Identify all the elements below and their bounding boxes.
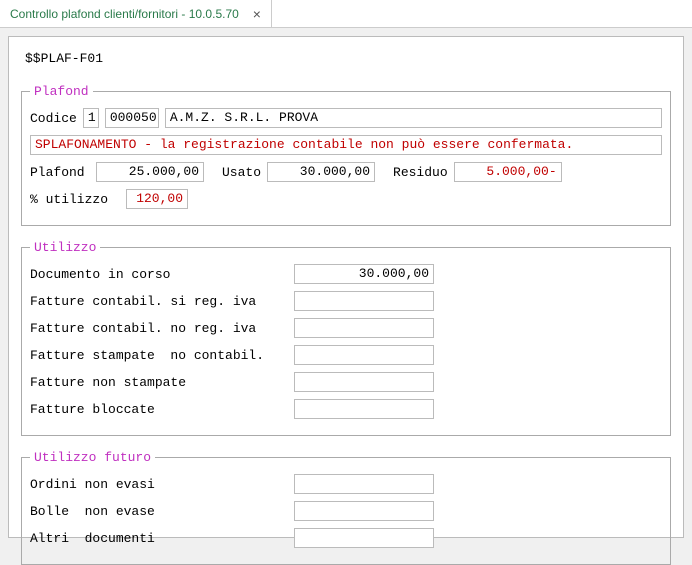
utilizzo-label: Fatture stampate no contabil. <box>30 348 288 363</box>
futuro-value[interactable] <box>294 474 434 494</box>
futuro-group: Utilizzo futuro Ordini non evasi Bolle no… <box>21 450 671 565</box>
codice-label: Codice <box>30 111 77 126</box>
warning-field: SPLAFONAMENTO - la registrazione contabi… <box>30 135 662 155</box>
utilizzo-label: Fatture contabil. no reg. iva <box>30 321 288 336</box>
cliente-nome-field[interactable]: A.M.Z. S.R.L. PROVA <box>165 108 662 128</box>
pct-label: % utilizzo <box>30 192 120 207</box>
utilizzo-label: Documento in corso <box>30 267 288 282</box>
residuo-value[interactable]: 5.000,00- <box>454 162 562 182</box>
utilizzo-row: Fatture contabil. si reg. iva <box>30 290 662 312</box>
usato-label: Usato <box>222 165 261 180</box>
utilizzo-legend: Utilizzo <box>30 240 100 255</box>
usato-value[interactable]: 30.000,00 <box>267 162 375 182</box>
utilizzo-value[interactable] <box>294 399 434 419</box>
plafond-group: Plafond Codice 1 000050 A.M.Z. S.R.L. PR… <box>21 84 671 226</box>
close-icon[interactable]: × <box>253 6 261 22</box>
futuro-label: Altri documenti <box>30 531 288 546</box>
utilizzo-row: Fatture bloccate <box>30 398 662 420</box>
form-id: $$PLAF-F01 <box>25 51 671 66</box>
utilizzo-value[interactable] <box>294 372 434 392</box>
tab-bar: Controllo plafond clienti/fornitori - 10… <box>0 0 692 28</box>
page: $$PLAF-F01 Plafond Codice 1 000050 A.M.Z… <box>0 28 692 546</box>
panel: $$PLAF-F01 Plafond Codice 1 000050 A.M.Z… <box>8 36 684 538</box>
tab-active[interactable]: Controllo plafond clienti/fornitori - 10… <box>0 0 272 27</box>
futuro-row: Bolle non evase <box>30 500 662 522</box>
utilizzo-row: Documento in corso 30.000,00 <box>30 263 662 285</box>
utilizzo-label: Fatture bloccate <box>30 402 288 417</box>
utilizzo-row: Fatture stampate no contabil. <box>30 344 662 366</box>
utilizzo-label: Fatture contabil. si reg. iva <box>30 294 288 309</box>
codice2-field[interactable]: 000050 <box>105 108 159 128</box>
plafond-label: Plafond <box>30 165 90 180</box>
utilizzo-value[interactable]: 30.000,00 <box>294 264 434 284</box>
futuro-value[interactable] <box>294 528 434 548</box>
utilizzo-row: Fatture non stampate <box>30 371 662 393</box>
futuro-row: Ordini non evasi <box>30 473 662 495</box>
utilizzo-label: Fatture non stampate <box>30 375 288 390</box>
tab-title: Controllo plafond clienti/fornitori - 10… <box>10 7 239 21</box>
residuo-label: Residuo <box>393 165 448 180</box>
utilizzo-value[interactable] <box>294 345 434 365</box>
utilizzo-row: Fatture contabil. no reg. iva <box>30 317 662 339</box>
codice1-field[interactable]: 1 <box>83 108 99 128</box>
plafond-legend: Plafond <box>30 84 93 99</box>
futuro-value[interactable] <box>294 501 434 521</box>
plafond-value[interactable]: 25.000,00 <box>96 162 204 182</box>
utilizzo-value[interactable] <box>294 318 434 338</box>
utilizzo-value[interactable] <box>294 291 434 311</box>
pct-value[interactable]: 120,00 <box>126 189 188 209</box>
futuro-label: Bolle non evase <box>30 504 288 519</box>
futuro-label: Ordini non evasi <box>30 477 288 492</box>
utilizzo-group: Utilizzo Documento in corso 30.000,00 Fatt… <box>21 240 671 436</box>
futuro-legend: Utilizzo futuro <box>30 450 155 465</box>
